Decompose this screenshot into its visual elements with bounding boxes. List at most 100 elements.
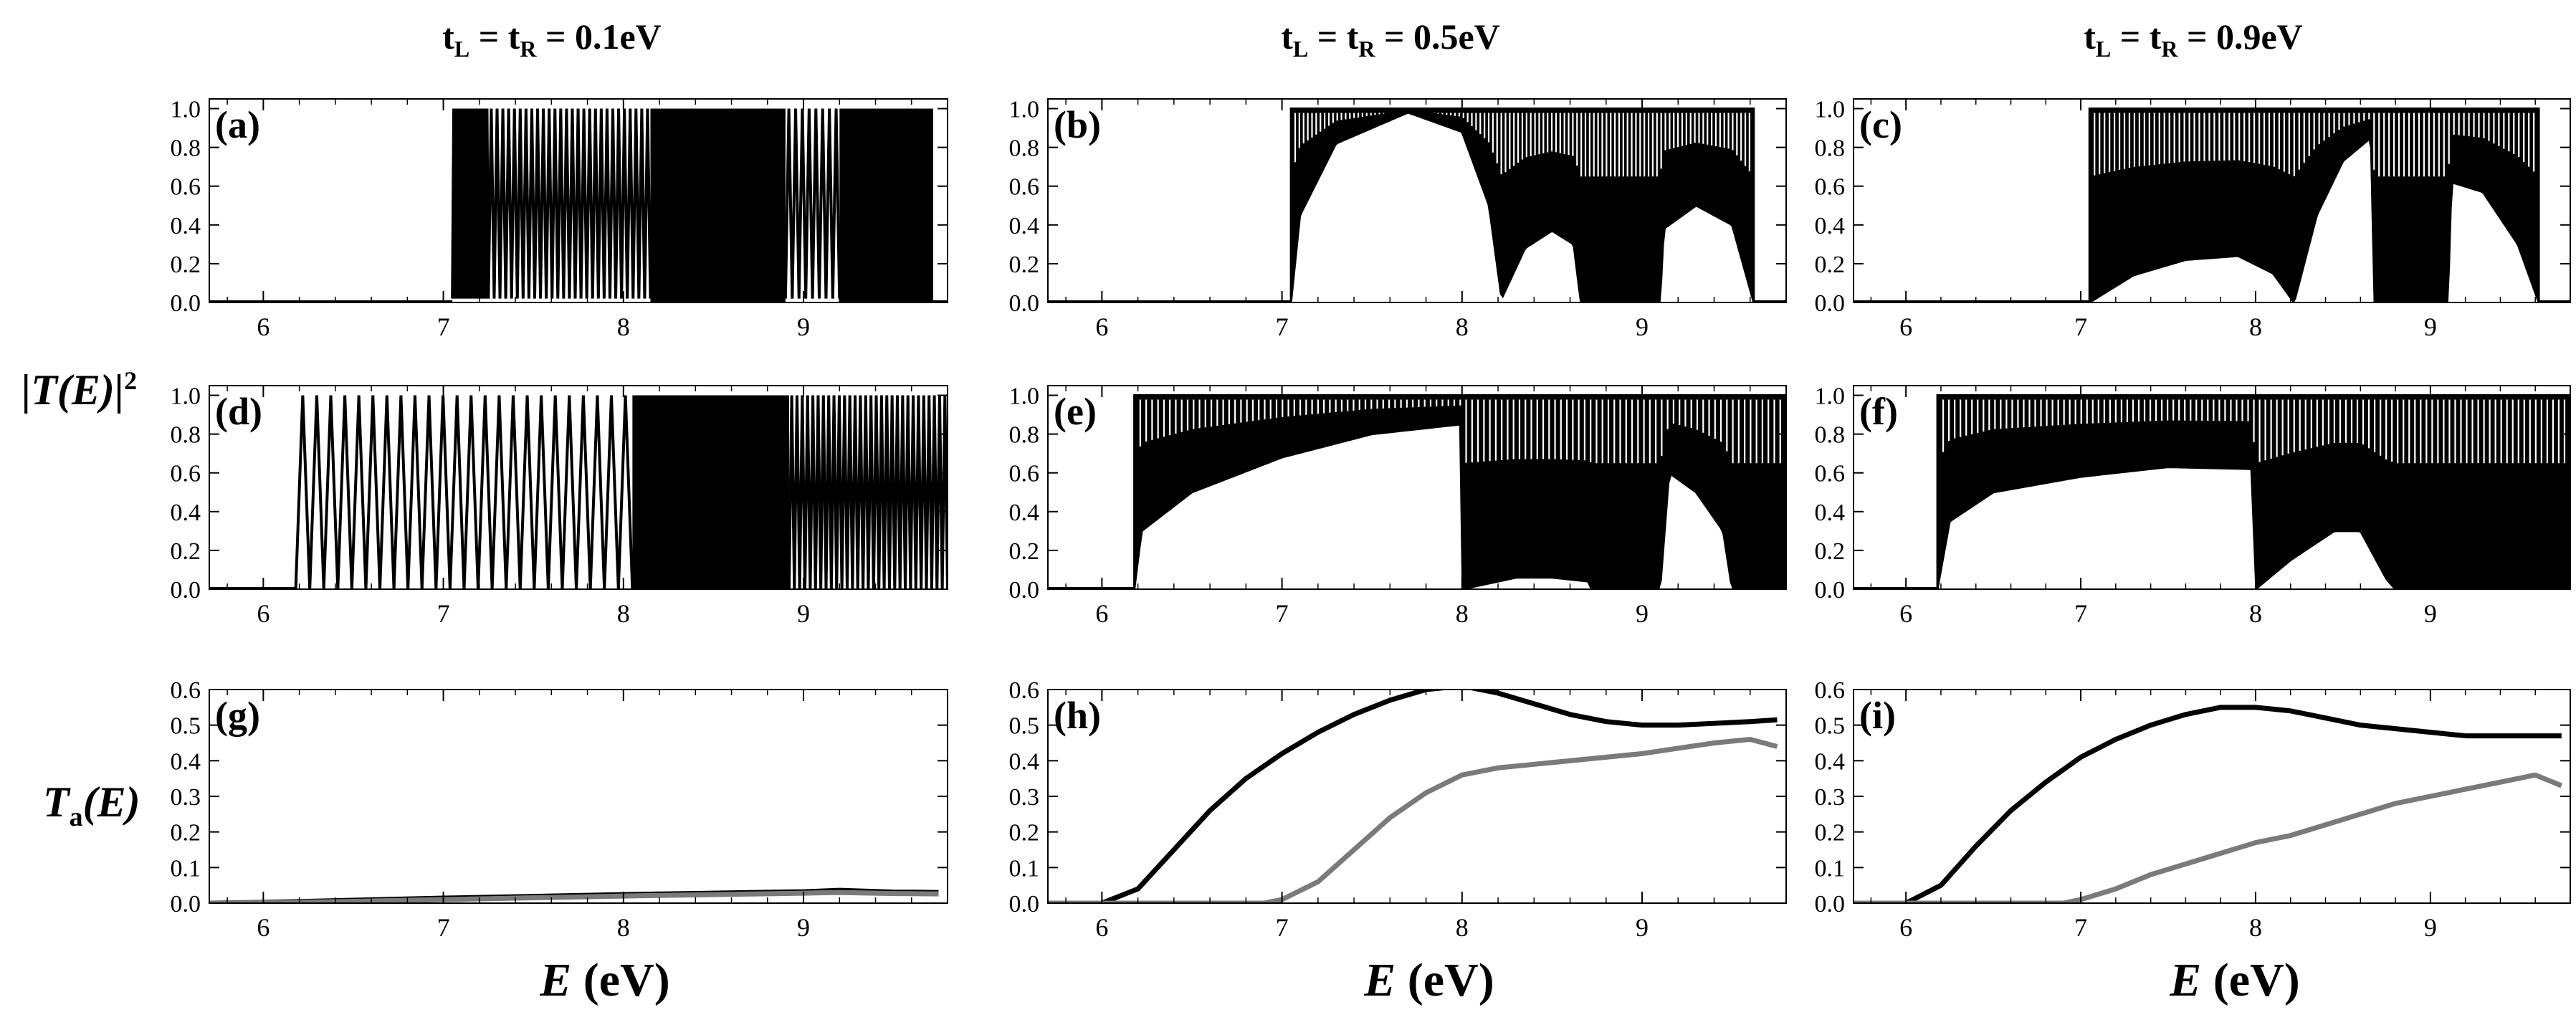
- plot-area: [1048, 108, 1786, 302]
- y-tick-label: 0.4: [171, 748, 201, 775]
- x-tick-label: 7: [1276, 313, 1289, 341]
- panel-g: 6 7 8 9 0.0 0.1 0.2 0.3 0.4 0.5 0.6 (g): [171, 677, 948, 942]
- oscillation-peaks: [783, 108, 841, 299]
- y-tick-label: 0.6: [171, 174, 201, 201]
- y-tick-label: 0.0: [1815, 891, 1846, 917]
- title-sub-right: R: [1358, 36, 1375, 62]
- y-tick-label: 0.6: [1815, 677, 1846, 704]
- x-axis-label-2: E (eV): [1315, 953, 1544, 1008]
- ta-argument: (E): [82, 778, 140, 826]
- y-tick-label: 0.2: [1815, 820, 1846, 847]
- y-tick-label: 0.6: [1815, 174, 1846, 201]
- panel-d: 6 7 8 9 0.0 0.2 0.4 0.6 0.8 1.0 (d): [171, 383, 948, 628]
- x-tick-label: 8: [1456, 599, 1469, 628]
- y-tick-label: 0.4: [1009, 748, 1040, 775]
- panel-label: (e): [1054, 390, 1097, 433]
- axes-frame: [1853, 385, 2571, 590]
- panel-label: (b): [1054, 103, 1101, 146]
- y-tick-label: 0.5: [171, 713, 201, 740]
- y-tick-label: 0.6: [1009, 677, 1040, 704]
- panel-a: 6 7 8 9 0.0 0.2 0.4 0.6 0.8 1.0 (a): [171, 97, 948, 341]
- title-sub-right: R: [2161, 36, 2178, 62]
- abs-open: |: [22, 366, 32, 414]
- x-tick-label: 7: [437, 313, 450, 341]
- y-tick-label: 0.2: [171, 538, 201, 565]
- ta-symbol: T: [43, 778, 70, 826]
- x-tick-label: 6: [1095, 913, 1108, 942]
- x-tick-label: 6: [1899, 599, 1912, 628]
- title-t-left: t: [442, 16, 454, 57]
- ta-subscript: a: [69, 802, 83, 832]
- y-tick-label: 0.2: [171, 252, 201, 278]
- plot-area: [1048, 394, 1786, 589]
- y-tick-label: 0.6: [171, 461, 201, 487]
- y-tick-label: 0.8: [171, 422, 201, 449]
- panel-c: 6 7 8 9 0.0 0.2 0.4 0.6 0.8 1.0 (c): [1815, 97, 2571, 341]
- row-label-average: Ta(E): [43, 778, 140, 833]
- y-tick-label: 0.0: [1009, 891, 1040, 917]
- axes-frame: [1853, 689, 2571, 904]
- x-tick-label: 6: [257, 913, 269, 942]
- x-unit: (eV): [1407, 954, 1494, 1006]
- x-tick-label: 7: [2074, 313, 2087, 341]
- transmission-band: [2088, 108, 2540, 302]
- series-gray: [1048, 737, 1778, 903]
- y-tick-label: 0.5: [1009, 713, 1040, 740]
- series-black: [1048, 690, 1778, 903]
- x-tick-label: 6: [1095, 599, 1108, 628]
- title-sub-right: R: [520, 36, 537, 62]
- y-tick-label: 0.0: [171, 891, 201, 917]
- y-tick-label: 0.0: [1815, 290, 1846, 317]
- y-tick-label: 1.0: [1009, 97, 1040, 123]
- y-tick-label: 0.0: [1815, 577, 1846, 604]
- y-tick-label: 0.2: [1009, 538, 1040, 565]
- plot-area: [209, 395, 948, 589]
- panel-label: (h): [1054, 694, 1101, 737]
- y-tick-label: 0.3: [1815, 784, 1846, 811]
- x-axis-label-1: E (eV): [490, 953, 720, 1008]
- y-tick-label: 0.8: [1009, 422, 1040, 449]
- y-tick-label: 1.0: [171, 97, 201, 123]
- x-tick-label: 6: [257, 313, 269, 341]
- y-tick-label: 0.4: [1815, 748, 1846, 775]
- column-title-3: tL = tR = 0.9eV: [2084, 16, 2303, 62]
- y-tick-label: 1.0: [1815, 97, 1846, 123]
- y-tick-label: 1.0: [1009, 383, 1040, 410]
- y-tick-label: 0.0: [171, 577, 201, 604]
- axes-frame: [209, 98, 948, 303]
- x-tick-label: 8: [617, 913, 630, 942]
- y-tick-label: 0.4: [1009, 213, 1040, 239]
- oscillation-peaks: [487, 108, 652, 299]
- y-tick-label: 0.0: [171, 290, 201, 317]
- y-tick-label: 0.0: [1009, 577, 1040, 604]
- title-value: 0.5eV: [1413, 16, 1500, 57]
- series-black: [1854, 705, 2562, 903]
- axes-frame: [1853, 98, 2571, 303]
- y-tick-label: 0.4: [171, 213, 201, 239]
- x-symbol: E: [2170, 954, 2202, 1006]
- y-tick-label: 1.0: [1815, 383, 1846, 410]
- y-tick-label: 0.8: [1009, 135, 1040, 162]
- plot-area: [1048, 690, 1778, 903]
- y-tick-label: 0.4: [1815, 213, 1846, 239]
- x-tick-label: 7: [437, 599, 450, 628]
- title-t-left: t: [2084, 16, 2096, 57]
- transmission-band: [1133, 394, 1786, 589]
- title-value: 0.9eV: [2215, 16, 2303, 57]
- abs-close: |: [114, 366, 125, 414]
- panel-b: 6 7 8 9 0.0 0.2 0.4 0.6 0.8 1.0 (b): [1009, 97, 1787, 341]
- x-tick-label: 6: [1095, 313, 1108, 341]
- row-label-transmission: |T(E)|2: [22, 366, 137, 415]
- x-tick-label: 9: [1636, 313, 1649, 341]
- x-tick-label: 6: [257, 599, 269, 628]
- x-axis-label-3: E (eV): [2120, 953, 2350, 1008]
- x-tick-label: 8: [2249, 599, 2262, 628]
- x-unit: (eV): [2213, 954, 2300, 1006]
- plot-area: [209, 108, 948, 302]
- y-tick-label: 0.3: [171, 784, 201, 811]
- axes-frame: [209, 385, 948, 590]
- y-tick-label: 1.0: [171, 383, 201, 410]
- panel-label: (i): [1859, 694, 1896, 737]
- x-tick-label: 8: [1456, 913, 1469, 942]
